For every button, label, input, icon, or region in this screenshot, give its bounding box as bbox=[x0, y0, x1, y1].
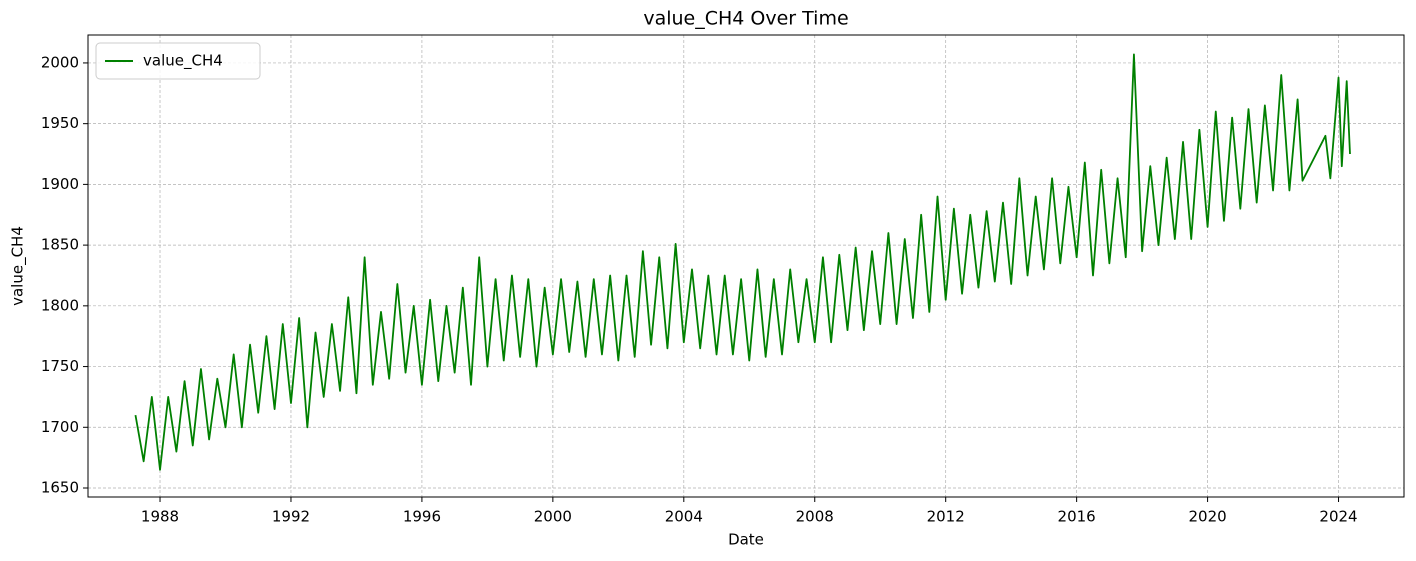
y-axis-label: value_CH4 bbox=[9, 226, 28, 306]
y-tick-label: 1700 bbox=[41, 418, 79, 436]
legend-label: value_CH4 bbox=[143, 52, 223, 71]
x-tick-label: 1992 bbox=[272, 508, 310, 526]
legend: value_CH4 bbox=[95, 42, 261, 80]
y-tick-label: 2000 bbox=[41, 53, 79, 71]
plot-frame bbox=[87, 34, 1405, 498]
legend-box bbox=[95, 42, 261, 80]
x-tick-label: 2000 bbox=[534, 508, 572, 526]
x-tick-label: 2012 bbox=[927, 508, 965, 526]
y-tick-label: 1950 bbox=[41, 114, 79, 132]
y-tick-label: 1650 bbox=[41, 479, 79, 497]
x-tick-label: 1996 bbox=[403, 508, 441, 526]
x-axis-label: Date bbox=[728, 531, 764, 549]
x-tick-label: 1988 bbox=[141, 508, 179, 526]
x-tick-label: 2016 bbox=[1058, 508, 1096, 526]
y-tick-label: 1900 bbox=[41, 175, 79, 193]
x-tick-label: 2004 bbox=[665, 508, 703, 526]
y-tick-label: 1800 bbox=[41, 296, 79, 314]
chart-title: value_CH4 Over Time bbox=[643, 8, 848, 30]
y-tick-label: 1850 bbox=[41, 236, 79, 254]
y-tick-label: 1750 bbox=[41, 357, 79, 375]
x-tick-label: 2024 bbox=[1319, 508, 1357, 526]
x-tick-label: 2020 bbox=[1188, 508, 1226, 526]
x-tick-label: 2008 bbox=[796, 508, 834, 526]
data-line bbox=[134, 53, 1351, 471]
